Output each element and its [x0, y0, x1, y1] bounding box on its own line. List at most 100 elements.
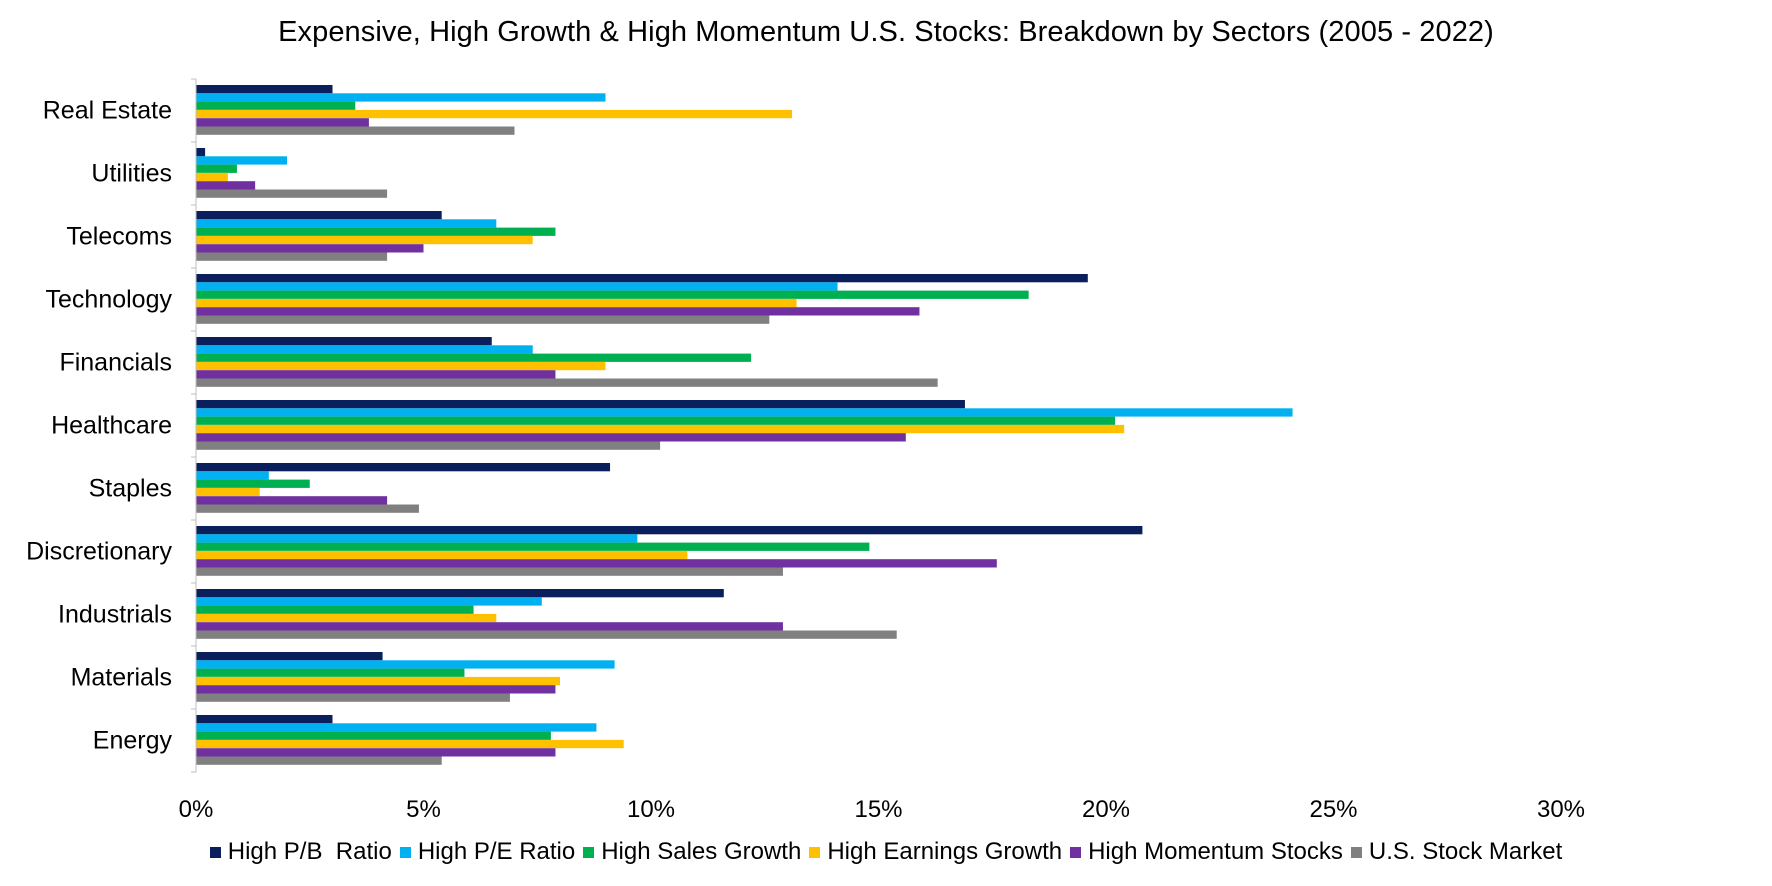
legend-label: High Earnings Growth — [827, 838, 1063, 865]
bar-financials-high-momentum-stocks — [196, 370, 556, 379]
bar-discretionary-high-momentum-stocks — [196, 559, 997, 568]
bar-industrials-high-earnings-growth — [196, 613, 497, 623]
bar-technology-high-p-e-ratio — [196, 282, 838, 291]
bar-discretionary-high-p-b-ratio — [196, 526, 1143, 535]
bar-technology-high-earnings-growth — [196, 298, 797, 308]
bar-utilities-high-p-b-ratio — [196, 148, 206, 157]
category-label-industrials: Industrials — [58, 601, 172, 629]
legend-label: High P/B Ratio — [227, 838, 392, 865]
bar-telecoms-high-sales-growth — [196, 227, 556, 236]
legend-swatch — [1070, 846, 1082, 858]
chart-title: Expensive, High Growth & High Momentum U… — [278, 16, 1494, 48]
bar-financials-high-p-b-ratio — [196, 337, 492, 346]
bar-telecoms-high-momentum-stocks — [196, 244, 424, 253]
x-tick-label: 0% — [179, 796, 214, 823]
bar-telecoms-u-s-stock-market — [196, 252, 388, 261]
legend-item-high-p-b-ratio: High P/B Ratio — [209, 838, 392, 866]
bar-healthcare-high-p-b-ratio — [196, 400, 965, 409]
bar-materials-high-momentum-stocks — [196, 685, 556, 694]
bar-discretionary-high-earnings-growth — [196, 550, 688, 560]
x-tick-label: 15% — [854, 796, 902, 823]
category-label-real-estate: Real Estate — [43, 97, 172, 125]
x-tick-label: 20% — [1082, 796, 1130, 823]
bar-financials-high-sales-growth — [196, 353, 752, 362]
bar-energy-high-sales-growth — [196, 731, 551, 740]
legend: High P/B Ratio High P/E Ratio High Sales G… — [0, 838, 1772, 866]
bar-staples-high-p-b-ratio — [196, 463, 611, 472]
bar-healthcare-u-s-stock-market — [196, 441, 661, 450]
bar-materials-high-earnings-growth — [196, 676, 560, 686]
bar-utilities-u-s-stock-market — [196, 189, 388, 198]
bar-materials-high-p-e-ratio — [196, 660, 615, 669]
bar-industrials-high-sales-growth — [196, 605, 474, 614]
bar-staples-high-momentum-stocks — [196, 496, 388, 505]
bar-energy-high-momentum-stocks — [196, 748, 556, 757]
bar-materials-u-s-stock-market — [196, 693, 510, 702]
bar-real-estate-high-sales-growth — [196, 101, 356, 110]
category-label-discretionary: Discretionary — [26, 538, 172, 566]
bar-utilities-high-earnings-growth — [196, 172, 228, 182]
bar-financials-high-p-e-ratio — [196, 345, 533, 354]
legend-label: High P/E Ratio — [417, 838, 576, 865]
bar-staples-high-sales-growth — [196, 479, 310, 488]
bar-telecoms-high-p-e-ratio — [196, 219, 497, 228]
bar-chart: Real Estate Utilities Telecoms Technology Fi… — [26, 78, 1585, 824]
bar-staples-high-earnings-growth — [196, 487, 260, 497]
bar-energy-high-p-e-ratio — [196, 723, 597, 732]
bar-industrials-u-s-stock-market — [196, 630, 897, 639]
bar-discretionary-high-sales-growth — [196, 542, 870, 551]
bar-industrials-high-momentum-stocks — [196, 622, 783, 631]
legend-label: High Momentum Stocks — [1088, 838, 1343, 865]
legend-label: High Sales Growth — [601, 838, 802, 865]
bar-discretionary-high-p-e-ratio — [196, 534, 638, 543]
bar-healthcare-high-sales-growth — [196, 416, 1116, 425]
bar-real-estate-high-earnings-growth — [196, 109, 793, 119]
bar-telecoms-high-p-b-ratio — [196, 211, 442, 220]
bar-technology-high-momentum-stocks — [196, 307, 920, 316]
legend-item-high-sales-growth: High Sales Growth — [583, 838, 801, 866]
bars-layer — [196, 85, 1293, 765]
legend-swatch — [583, 846, 595, 858]
bar-technology-high-sales-growth — [196, 290, 1029, 299]
bar-staples-u-s-stock-market — [196, 504, 419, 513]
bar-technology-high-p-b-ratio — [196, 274, 1088, 283]
bar-real-estate-high-momentum-stocks — [196, 118, 369, 127]
x-tick-label: 30% — [1537, 796, 1585, 823]
category-label-technology: Technology — [46, 286, 173, 314]
bar-healthcare-high-earnings-growth — [196, 424, 1125, 434]
legend-item-u-s-stock-market: U.S. Stock Market — [1350, 838, 1562, 866]
bar-healthcare-high-p-e-ratio — [196, 408, 1293, 417]
legend-swatch — [809, 846, 821, 858]
bar-discretionary-u-s-stock-market — [196, 567, 783, 576]
bar-energy-u-s-stock-market — [196, 756, 442, 765]
category-label-telecoms: Telecoms — [66, 223, 172, 251]
bar-financials-high-earnings-growth — [196, 361, 606, 371]
legend-item-high-p-e-ratio: High P/E Ratio — [399, 838, 576, 866]
legend-item-high-earnings-growth: High Earnings Growth — [809, 838, 1062, 866]
legend-swatch — [209, 846, 221, 858]
category-label-utilities: Utilities — [91, 160, 172, 188]
category-label-financials: Financials — [59, 349, 172, 377]
bar-telecoms-high-earnings-growth — [196, 235, 533, 245]
category-label-energy: Energy — [93, 727, 173, 755]
bar-energy-high-p-b-ratio — [196, 715, 333, 724]
bar-financials-u-s-stock-market — [196, 378, 938, 387]
category-label-staples: Staples — [89, 475, 172, 503]
labels-layer: Real Estate Utilities Telecoms Technology Fi… — [26, 97, 1585, 824]
x-tick-label: 25% — [1309, 796, 1357, 823]
x-tick-label: 5% — [406, 796, 441, 823]
bar-healthcare-high-momentum-stocks — [196, 433, 906, 442]
category-label-healthcare: Healthcare — [51, 412, 172, 440]
bar-utilities-high-momentum-stocks — [196, 181, 256, 190]
bar-materials-high-p-b-ratio — [196, 652, 383, 661]
legend-swatch — [399, 846, 411, 858]
bar-materials-high-sales-growth — [196, 668, 465, 677]
bar-energy-high-earnings-growth — [196, 739, 624, 749]
axes-layer — [191, 78, 197, 773]
bar-utilities-high-p-e-ratio — [196, 156, 287, 165]
bar-industrials-high-p-b-ratio — [196, 589, 724, 598]
bar-staples-high-p-e-ratio — [196, 471, 269, 480]
legend-item-high-momentum-stocks: High Momentum Stocks — [1070, 838, 1343, 866]
category-label-materials: Materials — [71, 664, 172, 692]
bar-industrials-high-p-e-ratio — [196, 597, 542, 606]
